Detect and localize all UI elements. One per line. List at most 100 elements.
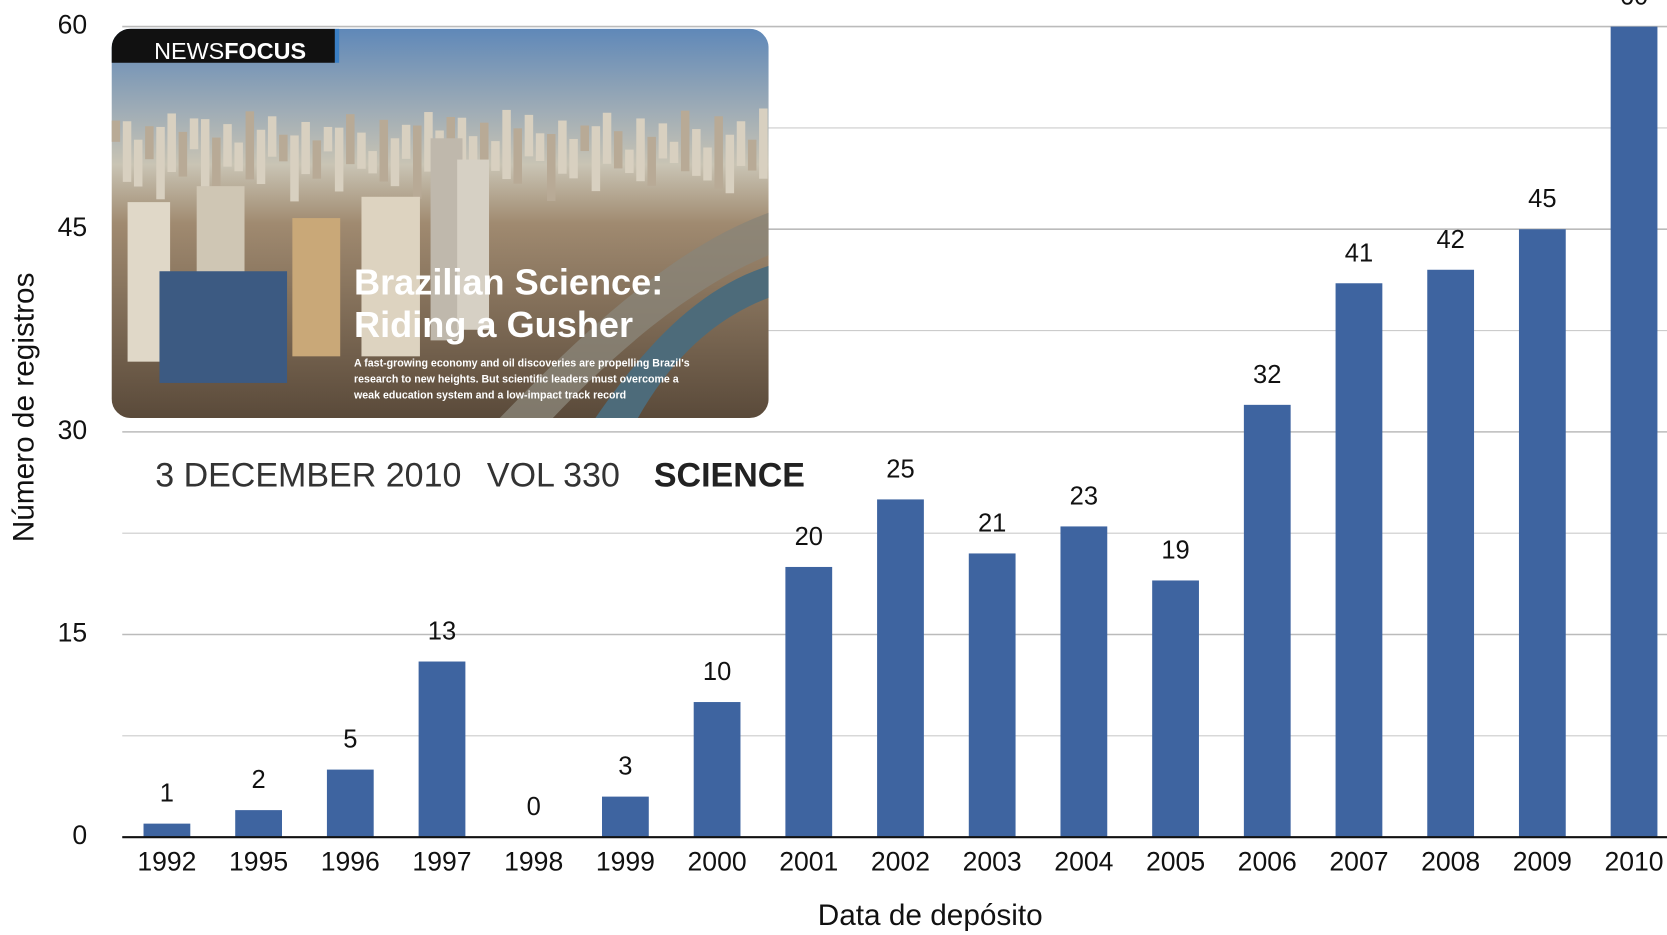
building — [346, 114, 355, 165]
building — [290, 135, 299, 202]
building — [200, 119, 210, 190]
issue-date: 3 DECEMBER 2010 — [155, 457, 461, 495]
building — [267, 116, 277, 157]
building — [625, 149, 634, 174]
tower — [292, 218, 341, 357]
building — [736, 121, 746, 166]
y-tick-label: 45 — [58, 212, 88, 242]
deck-1: A fast-growing economy and oil discoveri… — [354, 358, 690, 370]
value-label: 10 — [703, 658, 731, 686]
building — [234, 142, 243, 172]
bar — [877, 499, 924, 838]
headline-2: Riding a Gusher — [354, 304, 633, 345]
bars — [143, 26, 1658, 838]
building — [747, 139, 757, 171]
y-tick-label: 30 — [58, 415, 88, 445]
x-tick-label: 2004 — [1054, 847, 1113, 877]
building — [334, 127, 344, 192]
y-tick-label: 60 — [58, 10, 88, 40]
bar — [1152, 580, 1199, 838]
building — [524, 114, 534, 157]
building — [379, 119, 389, 182]
banner-accent — [334, 28, 340, 63]
section-label: NEWSFOCUS — [154, 38, 306, 64]
tower — [457, 159, 490, 330]
y-tick-label: 15 — [58, 618, 88, 648]
value-label: 45 — [1528, 185, 1556, 213]
building — [357, 132, 366, 169]
tower — [159, 271, 288, 383]
x-tick-label: 2000 — [688, 847, 747, 877]
value-label: 2 — [252, 766, 266, 794]
section-b: FOCUS — [224, 38, 306, 64]
river — [595, 265, 769, 419]
building — [602, 112, 612, 164]
building — [613, 131, 623, 169]
y-axis-label: Número de registros — [7, 273, 40, 543]
bar — [968, 553, 1016, 838]
building — [502, 109, 511, 180]
x-tick-label: 2008 — [1421, 847, 1480, 877]
x-tick-label: 2001 — [779, 847, 838, 877]
building — [279, 134, 288, 162]
building — [256, 129, 266, 185]
building — [245, 111, 255, 180]
value-label: 5 — [343, 726, 357, 754]
value-label: 19 — [1161, 536, 1189, 564]
x-tick-label: 1995 — [229, 847, 288, 877]
bar — [143, 823, 191, 838]
deck-3: weak education system and a low-impact t… — [353, 390, 626, 402]
bar — [326, 769, 374, 838]
x-tick-label: 1997 — [412, 847, 471, 877]
headline-1: Brazilian Science: — [354, 262, 663, 303]
value-label: 1 — [160, 780, 174, 808]
bar — [1060, 526, 1108, 838]
building — [312, 140, 322, 179]
building — [513, 128, 523, 184]
x-tick-label: 1996 — [321, 847, 380, 877]
building — [591, 126, 601, 192]
inset-photo: NEWSFOCUS Brazilian Science: Riding a Gu… — [111, 28, 779, 419]
building — [669, 141, 679, 164]
building — [223, 124, 232, 167]
building — [167, 113, 176, 172]
x-axis-label: Data de depósito — [818, 899, 1043, 932]
bar — [602, 796, 649, 838]
building — [535, 133, 545, 161]
building — [546, 134, 556, 202]
building — [658, 123, 668, 159]
caption-background — [111, 436, 814, 516]
bar — [785, 566, 833, 838]
value-label: 13 — [428, 618, 456, 646]
building — [212, 137, 221, 194]
building — [714, 116, 723, 189]
building — [759, 108, 768, 179]
value-label: 41 — [1345, 239, 1373, 267]
building — [770, 127, 779, 183]
value-label: 21 — [978, 509, 1006, 537]
value-label: 20 — [795, 523, 823, 551]
building — [680, 110, 690, 172]
value-label: 25 — [886, 455, 914, 483]
bar — [1427, 269, 1475, 838]
building — [301, 121, 310, 175]
building — [647, 136, 656, 186]
building — [569, 138, 578, 179]
building — [390, 138, 400, 187]
x-tick-label: 2006 — [1238, 847, 1297, 877]
building — [156, 126, 165, 200]
building — [368, 151, 377, 174]
y-tick-label: 0 — [72, 820, 87, 850]
x-tick-label: 1998 — [504, 847, 563, 877]
bar — [235, 810, 282, 838]
deck-2: research to new heights. But scientific … — [354, 374, 679, 386]
building — [401, 124, 411, 159]
value-label: 3 — [618, 753, 632, 781]
issue-volume: VOL 330 — [487, 457, 620, 495]
building — [111, 120, 121, 142]
building — [692, 129, 701, 176]
bar — [693, 702, 741, 838]
bar — [418, 661, 466, 838]
